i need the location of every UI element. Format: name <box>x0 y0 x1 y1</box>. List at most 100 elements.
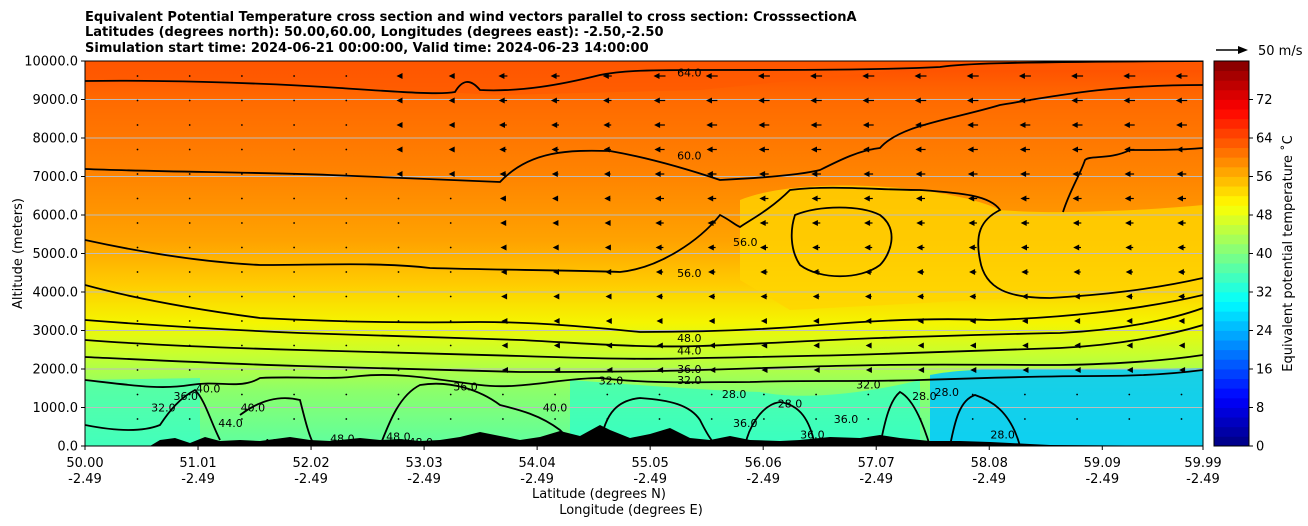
wind-vector-dot <box>815 393 817 396</box>
wind-vector-head <box>552 244 559 251</box>
wind-vector-dot <box>397 344 400 347</box>
x-tick-label-lon: -2.49 <box>520 472 554 487</box>
colorbar-band <box>1214 195 1249 206</box>
contour-44 <box>85 307 1203 348</box>
y-tick-label: 8000.0 <box>33 132 79 147</box>
wind-vector-head <box>917 293 924 300</box>
wind-vector-head <box>1020 171 1027 177</box>
wind-vector-dot <box>188 75 191 77</box>
colorbar-bands <box>1213 60 1250 447</box>
colorbar-band <box>1214 80 1249 91</box>
wind-vector-head <box>706 97 712 104</box>
wind-vector-dot <box>397 320 400 322</box>
wind-vector-head <box>653 97 660 104</box>
wind-vector-head <box>863 171 870 177</box>
wind-vector-dot <box>867 418 870 420</box>
colorbar-band <box>1214 128 1249 139</box>
wind-vector-head <box>1124 171 1131 177</box>
colorbar-ticks: 0 8 16 24 32 40 48 56 64 72 <box>1249 93 1273 455</box>
wind-vector-head <box>1176 146 1183 153</box>
colorbar-band <box>1214 176 1249 187</box>
wind-vector-dot <box>293 271 295 273</box>
contour-36 <box>85 354 1203 373</box>
wind-vector-head <box>759 171 766 177</box>
wind-vector-head <box>605 318 612 324</box>
wind-vector-head <box>707 244 714 251</box>
wind-vector-head <box>603 146 610 153</box>
contour-label: 28.0 <box>934 386 959 399</box>
wind-vector-head <box>604 220 611 226</box>
quiver-key-label: 50 m/s <box>1258 44 1303 59</box>
wind-vector-head <box>966 73 973 79</box>
wind-vector-dot <box>136 393 139 396</box>
colorbar-band <box>1214 359 1249 370</box>
wind-vector-head <box>550 73 557 79</box>
contour-label: 28.0 <box>778 398 803 411</box>
wind-vector-head <box>865 367 872 373</box>
colorbar-band <box>1214 253 1249 264</box>
wind-vector-head <box>604 171 610 177</box>
wind-vector-head <box>1073 244 1080 251</box>
wind-vector-head <box>1022 367 1029 373</box>
wind-vector-head <box>1073 293 1080 300</box>
contour-label: 60.0 <box>677 149 702 162</box>
wind-vector-dot <box>971 418 974 420</box>
colorbar-band <box>1214 89 1249 100</box>
wind-vector-head <box>1125 269 1132 275</box>
wind-vector-dot <box>241 75 243 77</box>
wind-vector-dot <box>658 418 661 420</box>
contour-lines <box>85 61 1203 446</box>
wind-vector-dot <box>345 148 348 151</box>
colorbar-band <box>1214 311 1249 322</box>
colorbar-tick-label: 32 <box>1256 286 1273 301</box>
colorbar-band <box>1214 301 1249 312</box>
wind-vector-head <box>1124 146 1131 153</box>
wind-vector-dot <box>241 393 243 396</box>
wind-vector-head <box>811 146 817 153</box>
wind-vector-head <box>759 195 766 202</box>
chart-title-line-2: Latitudes (degrees north): 50.00,60.00, … <box>85 25 664 40</box>
wind-vector-dot <box>1180 418 1183 420</box>
colorbar-band <box>1214 243 1249 254</box>
wind-vector-head <box>1123 97 1130 104</box>
wind-vector-dot <box>241 271 243 273</box>
wind-vector-head <box>1073 269 1080 275</box>
wind-vector-dot <box>136 148 139 151</box>
contour-label: 48.0 <box>677 332 702 345</box>
colorbar-band <box>1214 70 1249 81</box>
wind-vector-head <box>1071 122 1078 128</box>
wind-vector-head <box>1179 367 1186 373</box>
y-tick-label: 5000.0 <box>33 247 79 262</box>
wind-vector-head <box>553 318 560 324</box>
wind-vector-head <box>448 97 455 104</box>
colorbar-band <box>1214 99 1249 110</box>
wind-vector-head <box>502 367 508 373</box>
wind-vector-head <box>865 342 872 349</box>
wind-vector-dot <box>293 222 295 224</box>
wind-vector-dot <box>971 393 974 396</box>
wind-vector-dot <box>136 271 139 273</box>
wind-vector-head <box>604 244 611 251</box>
wind-vector-head <box>654 146 661 153</box>
wind-vector-head <box>654 122 661 128</box>
wind-vector-head <box>915 122 922 128</box>
contour-56-right <box>1062 147 1203 213</box>
wind-vector-head <box>967 122 974 128</box>
wind-vector-head <box>707 195 714 202</box>
wind-vector-head <box>1018 73 1025 79</box>
wind-vector-dot <box>136 124 139 126</box>
wind-vector-dot <box>293 369 295 371</box>
colorbar-tick-label: 0 <box>1256 440 1264 455</box>
wind-vector-head <box>1125 220 1132 226</box>
colorbar-band <box>1214 138 1249 149</box>
wind-vector-dot <box>188 393 191 396</box>
wind-vector-dot <box>1076 418 1078 420</box>
x-tick-label-lat: 51.01 <box>179 456 216 471</box>
y-tick-label: 10000.0 <box>24 55 78 70</box>
wind-vector-dot <box>345 246 348 249</box>
wind-vector-head <box>1020 195 1027 202</box>
colorbar-band <box>1214 330 1249 341</box>
wind-vector-dot <box>188 320 191 322</box>
wind-vector-dot <box>449 418 452 420</box>
